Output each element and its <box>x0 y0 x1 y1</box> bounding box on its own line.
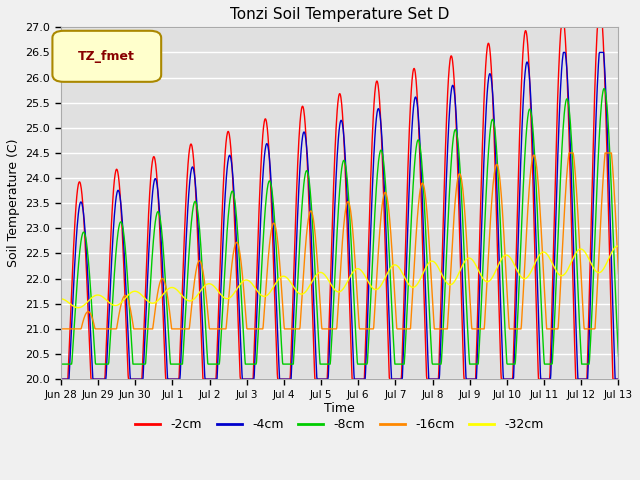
-2cm <box>57 376 65 382</box>
Line: -32cm: -32cm <box>61 246 618 308</box>
Line: -8cm: -8cm <box>61 89 618 364</box>
-32cm <box>614 243 622 249</box>
-2cm <box>557 24 565 30</box>
-8cm <box>600 86 608 92</box>
-2cm <box>100 376 108 382</box>
-32cm <box>374 286 382 291</box>
-16cm <box>565 150 573 156</box>
-16cm <box>315 283 323 288</box>
Legend: -2cm, -4cm, -8cm, -16cm, -32cm: -2cm, -4cm, -8cm, -16cm, -32cm <box>131 413 549 436</box>
-8cm <box>614 353 622 359</box>
-16cm <box>123 294 131 300</box>
-16cm <box>614 271 622 276</box>
-4cm <box>559 49 567 55</box>
Title: Tonzi Soil Temperature Set D: Tonzi Soil Temperature Set D <box>230 7 449 22</box>
-4cm <box>315 376 323 382</box>
-4cm <box>294 217 301 223</box>
-2cm <box>614 376 622 382</box>
-8cm <box>294 286 301 291</box>
-16cm <box>374 252 382 257</box>
-32cm <box>74 305 82 311</box>
Line: -2cm: -2cm <box>61 27 618 379</box>
Line: -16cm: -16cm <box>61 153 618 329</box>
-4cm <box>100 376 108 382</box>
-4cm <box>374 106 382 112</box>
-8cm <box>123 263 131 268</box>
-2cm <box>315 376 323 382</box>
-16cm <box>57 326 65 332</box>
-8cm <box>374 162 382 168</box>
-32cm <box>614 243 621 249</box>
-2cm <box>123 336 131 341</box>
Y-axis label: Soil Temperature (C): Soil Temperature (C) <box>7 139 20 267</box>
-8cm <box>315 344 323 350</box>
-4cm <box>123 300 131 306</box>
-32cm <box>57 296 65 301</box>
-32cm <box>294 289 301 295</box>
-16cm <box>305 213 313 218</box>
-4cm <box>305 181 313 187</box>
X-axis label: Time: Time <box>324 402 355 415</box>
-8cm <box>100 361 108 367</box>
-2cm <box>294 168 301 173</box>
-32cm <box>316 270 323 276</box>
-16cm <box>294 326 301 332</box>
-2cm <box>374 83 382 88</box>
-2cm <box>305 202 313 207</box>
-16cm <box>100 326 108 332</box>
-4cm <box>57 376 65 382</box>
-32cm <box>123 293 131 299</box>
-32cm <box>100 295 108 301</box>
-4cm <box>614 376 622 382</box>
-8cm <box>305 176 313 182</box>
Line: -4cm: -4cm <box>61 52 618 379</box>
-32cm <box>305 283 313 289</box>
Text: TZ_fmet: TZ_fmet <box>78 49 135 62</box>
FancyBboxPatch shape <box>52 31 161 82</box>
-8cm <box>57 361 65 367</box>
